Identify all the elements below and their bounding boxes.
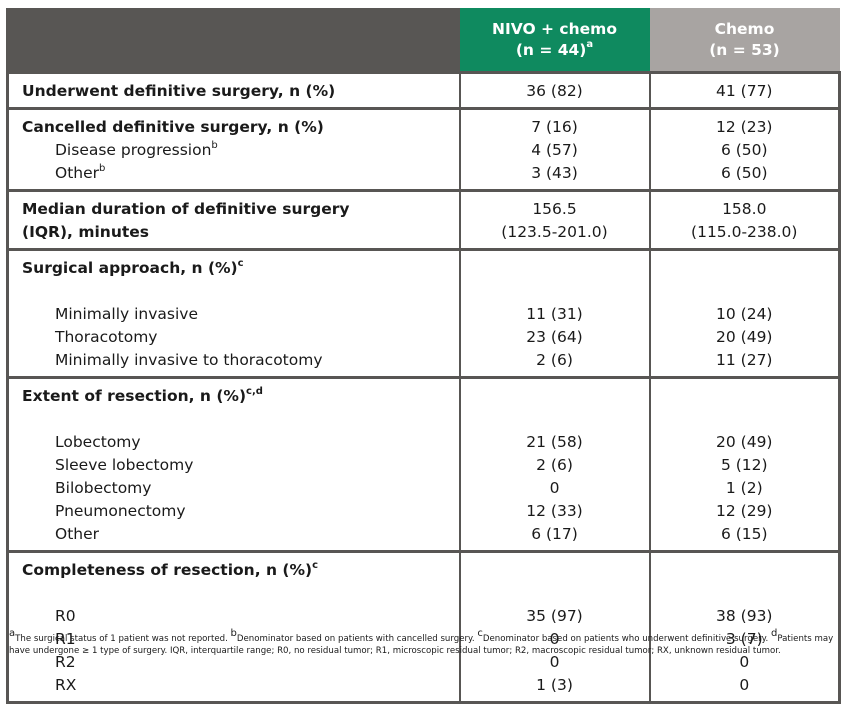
nivo-value: 36 (82) (526, 82, 583, 100)
chemo-value: 5 (12) (720, 456, 768, 474)
table-footnote: aThe surgical status of 1 patient was no… (9, 628, 834, 656)
chemo-value: 6 (50) (720, 141, 768, 159)
chemo-value: 1 (2) (725, 479, 763, 497)
nivo-value: 7 (16) (531, 118, 578, 136)
table-row-surgical-approach: Surgical approach, n (%)c Minimally inva… (6, 248, 841, 378)
chemo-value: 10 (24) (716, 305, 773, 323)
nivo-value: 23 (64) (526, 328, 583, 346)
chemo-value: 20 (49) (716, 328, 773, 346)
header-chemo: Chemo (n = 53) (649, 8, 840, 73)
sub-label: Pneumonectomy (55, 502, 186, 520)
table-row-completeness: Completeness of resection, n (%)c R0 R1 … (6, 550, 841, 704)
nivo-value: 156.5 (532, 200, 577, 218)
nivo-value: 0 (549, 479, 560, 497)
sub-label: Minimally invasive to thoracotomy (55, 351, 323, 369)
chemo-value: 12 (29) (716, 502, 773, 520)
table-row-extent-of-resection: Extent of resection, n (%)c,d Lobectomy … (6, 376, 841, 552)
nivo-value: 0 (549, 630, 560, 648)
sub-label: Sleeve lobectomy (55, 456, 194, 474)
header-blank-cell (7, 8, 460, 73)
chemo-value: 41 (77) (716, 82, 773, 100)
nivo-value: 6 (17) (531, 525, 578, 543)
nivo-value: 12 (33) (526, 502, 583, 520)
nivo-value: 0 (549, 653, 560, 671)
sub-label: Other (55, 525, 100, 543)
sub-label: R2 (55, 653, 76, 671)
nivo-value: 11 (31) (526, 305, 583, 323)
table-row-underwent: Underwent definitive surgery, n (%) 36 (… (6, 71, 841, 109)
row-label-approach: Surgical approach, n (%)c (22, 257, 244, 277)
nivo-value: 35 (97) (526, 607, 583, 625)
nivo-value: 21 (58) (526, 433, 583, 451)
table-row-median-duration: Median duration of definitive surgery (I… (6, 189, 841, 250)
chemo-value: 11 (27) (716, 351, 773, 369)
chemo-value: 6 (15) (720, 525, 768, 543)
chemo-value: 38 (93) (716, 607, 773, 625)
chemo-value: 20 (49) (716, 433, 773, 451)
chemo-value: 3 (7) (725, 630, 763, 648)
chemo-value: 12 (23) (716, 118, 773, 136)
sub-label: Disease progressionb (55, 139, 218, 159)
row-label-median: Median duration of definitive surgery (22, 200, 350, 218)
table-row-cancelled: Cancelled definitive surgery, n (%) Dise… (6, 107, 841, 191)
sub-label: Minimally invasive (55, 305, 199, 323)
sub-label: Lobectomy (55, 433, 141, 451)
chemo-value: 0 (739, 676, 750, 694)
row-label-underwent: Underwent definitive surgery, n (%) (22, 82, 336, 100)
chemo-value: 158.0 (722, 200, 767, 218)
sub-label: Otherb (55, 162, 106, 182)
row-label-cancelled: Cancelled definitive surgery, n (%) (22, 118, 324, 136)
chemo-iqr: (115.0-238.0) (691, 223, 798, 241)
sub-label: RX (55, 676, 77, 694)
table-header-row: NIVO + chemo (n = 44)a Chemo (n = 53) (7, 8, 840, 73)
sub-label: R0 (55, 607, 76, 625)
sub-label: R1 (55, 630, 76, 648)
nivo-value: 2 (6) (536, 351, 573, 369)
row-label-extent: Extent of resection, n (%)c,d (22, 385, 263, 405)
nivo-value: 4 (57) (531, 141, 578, 159)
row-label-completeness: Completeness of resection, n (%)c (22, 559, 319, 579)
nivo-iqr: (123.5-201.0) (501, 223, 608, 241)
nivo-value: 3 (43) (531, 164, 578, 182)
surgery-outcomes-table: NIVO + chemo (n = 44)a Chemo (n = 53) Un… (6, 8, 841, 704)
sub-label: Thoracotomy (55, 328, 158, 346)
nivo-value: 2 (6) (536, 456, 573, 474)
header-nivo-chemo: NIVO + chemo (n = 44)a (459, 8, 650, 73)
sub-label: Bilobectomy (55, 479, 152, 497)
nivo-value: 1 (3) (536, 676, 573, 694)
chemo-value: 6 (50) (720, 164, 768, 182)
chemo-value: 0 (739, 653, 750, 671)
row-label-median-line2: (IQR), minutes (22, 223, 150, 241)
